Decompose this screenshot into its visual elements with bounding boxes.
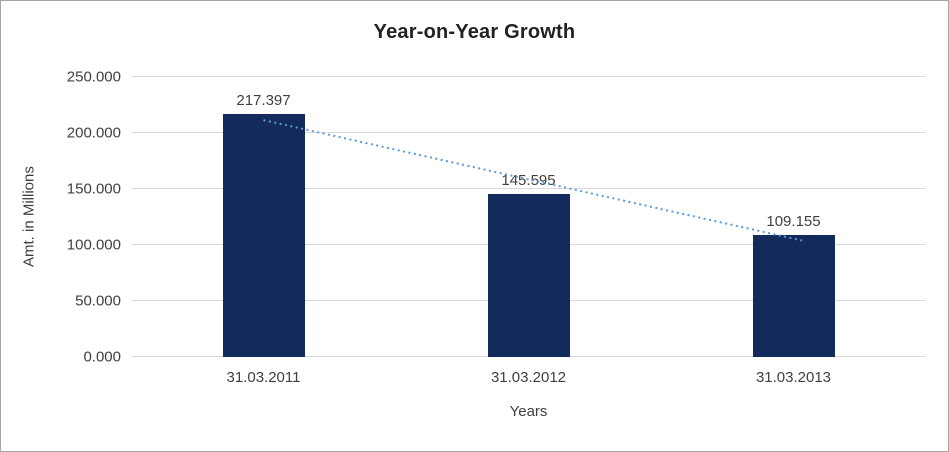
gridline xyxy=(131,76,926,77)
y-axis-ticks: 0.000 50.000 100.000 150.000 200.000 250.000 xyxy=(1,69,121,366)
bar xyxy=(487,193,570,357)
chart-title: Year-on-Year Growth xyxy=(373,21,576,43)
bars-container: 217.397 145.595 109.155 xyxy=(131,77,926,357)
bar-value-label: 145.595 xyxy=(501,171,556,189)
x-tick-label: 31.03.2013 xyxy=(755,369,832,386)
y-tick-label: 250.000 xyxy=(66,68,121,86)
bar xyxy=(222,113,305,357)
x-tick-label: 31.03.2012 xyxy=(490,369,567,386)
y-tick-label: 0.000 xyxy=(83,348,121,366)
x-axis-title: Years xyxy=(509,403,548,420)
bar-value-label: 217.397 xyxy=(236,91,291,109)
y-tick-label: 200.000 xyxy=(66,124,121,142)
bar-slot: 145.595 xyxy=(396,77,661,357)
bar xyxy=(752,234,835,357)
bar-slot: 109.155 xyxy=(661,77,926,357)
y-tick-label: 150.000 xyxy=(66,180,121,198)
x-axis-ticks: 31.03.2011 31.03.2012 31.03.2013 xyxy=(131,369,926,386)
y-tick-label: 100.000 xyxy=(66,236,121,254)
plot-area: 217.397 145.595 109.155 xyxy=(131,76,926,357)
bar-slot: 217.397 xyxy=(131,77,396,357)
bar-value-label: 109.155 xyxy=(766,212,821,230)
y-tick-label: 50.000 xyxy=(75,292,121,310)
x-tick-label: 31.03.2011 xyxy=(226,369,301,386)
